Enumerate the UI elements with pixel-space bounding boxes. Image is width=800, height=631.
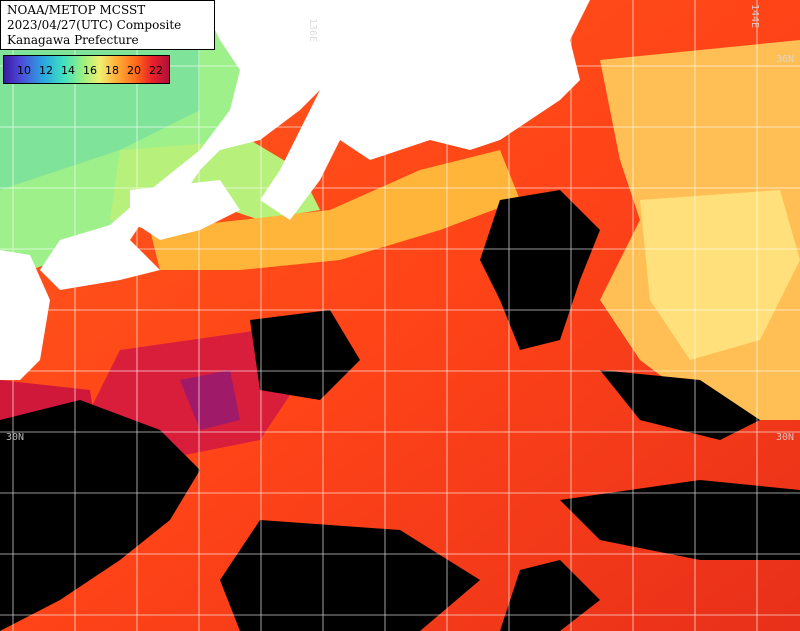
land-kyushu: [0, 250, 50, 380]
lon-label-144: 144E: [749, 4, 760, 29]
pale-yellow-east: [640, 190, 800, 360]
title-line-region: Kanagawa Prefecture: [7, 33, 139, 47]
title-box: NOAA/METOP MCSST 2023/04/27(UTC) Composi…: [0, 0, 215, 50]
legend-label-14: 14: [61, 64, 75, 77]
cloud-central: [250, 310, 360, 400]
legend-label-18: 18: [105, 64, 119, 77]
cloud-south: [220, 520, 480, 631]
legend-label-10: 10: [17, 64, 31, 77]
legend-label-16: 16: [83, 64, 97, 77]
legend-label-12: 12: [39, 64, 53, 77]
land-honshu: [40, 0, 360, 290]
temperature-legend: 10 12 14 16 18 20 22: [3, 55, 170, 84]
title-line-date: 2023/04/27(UTC) Composite: [7, 18, 182, 32]
yellow-coastal: [150, 150, 520, 270]
cloud-southwest: [0, 400, 200, 631]
land-central-japan: [260, 0, 590, 220]
legend-label-20: 20: [127, 64, 141, 77]
land-island-small: [320, 100, 336, 130]
magenta-patch: [180, 370, 240, 430]
cloud-strip-mid: [600, 370, 760, 440]
land-shikoku: [130, 180, 240, 240]
cloud-southeast: [560, 480, 800, 560]
lat-label-36-right: 36N: [776, 54, 795, 65]
lat-label-30-right: 30N: [776, 432, 795, 443]
title-line-source: NOAA/METOP MCSST: [7, 3, 146, 17]
legend-label-22: 22: [149, 64, 163, 77]
lon-label-136: 136E: [307, 18, 318, 43]
cloud-far-south: [500, 560, 600, 631]
lat-label-30-left: 30N: [6, 432, 25, 443]
